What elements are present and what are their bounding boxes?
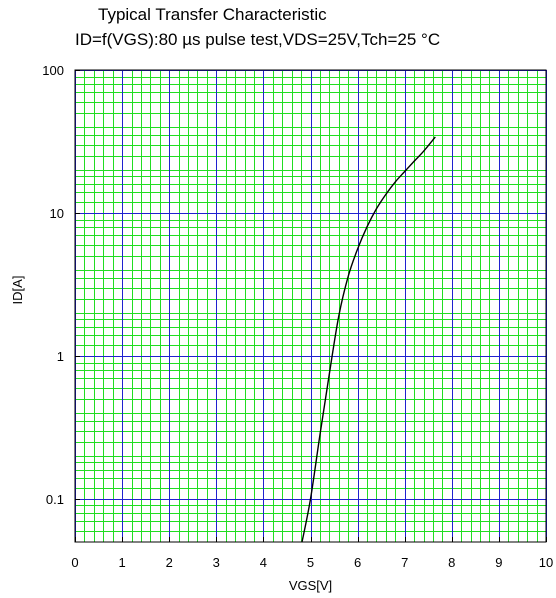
y-tick-label: 100 — [42, 63, 64, 78]
x-tick-labels: 0 1 2 3 4 5 6 7 8 9 10 — [71, 555, 553, 570]
x-tick-label: 6 — [354, 555, 361, 570]
x-tick-label: 5 — [307, 555, 314, 570]
x-tick-label: 1 — [118, 555, 125, 570]
x-tick-label: 7 — [401, 555, 408, 570]
major-grid — [75, 70, 547, 542]
y-tick-label: 0.1 — [46, 492, 64, 507]
plot-frame — [74, 69, 547, 543]
y-axis-label: ID[A] — [10, 276, 25, 305]
x-tick-label: 3 — [213, 555, 220, 570]
x-tick-label: 9 — [495, 555, 502, 570]
x-tick-label: 10 — [539, 555, 553, 570]
x-tick-label: 2 — [166, 555, 173, 570]
y-tick-labels: 0.1 1 10 100 — [42, 63, 64, 507]
x-axis-label: VGS[V] — [289, 578, 332, 593]
y-tick-label: 10 — [50, 206, 64, 221]
chart-title: Typical Transfer Characteristic — [98, 5, 327, 24]
y-tick-label: 1 — [57, 349, 64, 364]
axis-ticks — [75, 70, 547, 542]
minor-grid — [75, 70, 546, 542]
x-tick-label: 0 — [71, 555, 78, 570]
x-tick-label: 8 — [448, 555, 455, 570]
series-line — [301, 136, 436, 543]
x-tick-label: 4 — [260, 555, 267, 570]
series-layer — [301, 136, 436, 543]
chart-subtitle: ID=f(VGS):80 µs pulse test,VDS=25V,Tch=2… — [75, 30, 441, 49]
